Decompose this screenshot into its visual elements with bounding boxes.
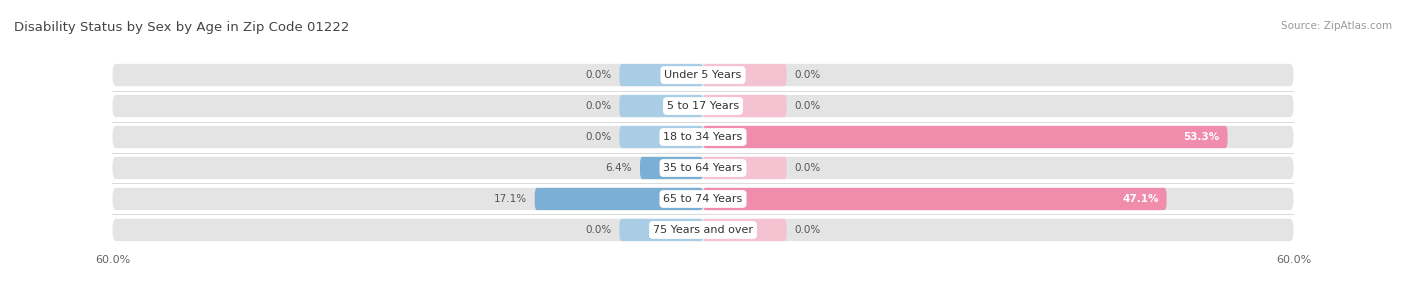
Text: 53.3%: 53.3% [1184, 132, 1219, 142]
Text: 0.0%: 0.0% [794, 101, 821, 111]
Text: 0.0%: 0.0% [794, 70, 821, 80]
FancyBboxPatch shape [620, 64, 703, 86]
Text: 75 Years and over: 75 Years and over [652, 225, 754, 235]
Text: 0.0%: 0.0% [585, 225, 612, 235]
FancyBboxPatch shape [620, 126, 703, 148]
Text: 5 to 17 Years: 5 to 17 Years [666, 101, 740, 111]
FancyBboxPatch shape [112, 126, 1294, 148]
Text: 0.0%: 0.0% [585, 132, 612, 142]
Text: 0.0%: 0.0% [585, 101, 612, 111]
Text: 17.1%: 17.1% [494, 194, 527, 204]
FancyBboxPatch shape [112, 188, 1294, 210]
FancyBboxPatch shape [703, 126, 1227, 148]
FancyBboxPatch shape [112, 95, 1294, 117]
FancyBboxPatch shape [703, 188, 1167, 210]
Text: 6.4%: 6.4% [606, 163, 633, 173]
FancyBboxPatch shape [620, 95, 703, 117]
Text: 35 to 64 Years: 35 to 64 Years [664, 163, 742, 173]
Text: 47.1%: 47.1% [1122, 194, 1159, 204]
Text: 0.0%: 0.0% [794, 225, 821, 235]
Text: 18 to 34 Years: 18 to 34 Years [664, 132, 742, 142]
Text: 0.0%: 0.0% [585, 70, 612, 80]
Text: Under 5 Years: Under 5 Years [665, 70, 741, 80]
FancyBboxPatch shape [112, 157, 1294, 179]
FancyBboxPatch shape [703, 157, 787, 179]
Text: Source: ZipAtlas.com: Source: ZipAtlas.com [1281, 21, 1392, 31]
Text: 65 to 74 Years: 65 to 74 Years [664, 194, 742, 204]
FancyBboxPatch shape [534, 188, 703, 210]
FancyBboxPatch shape [620, 219, 703, 241]
FancyBboxPatch shape [703, 64, 787, 86]
Text: Disability Status by Sex by Age in Zip Code 01222: Disability Status by Sex by Age in Zip C… [14, 21, 350, 34]
Text: 0.0%: 0.0% [794, 163, 821, 173]
FancyBboxPatch shape [640, 157, 703, 179]
FancyBboxPatch shape [703, 219, 787, 241]
FancyBboxPatch shape [112, 219, 1294, 241]
FancyBboxPatch shape [112, 64, 1294, 86]
FancyBboxPatch shape [703, 95, 787, 117]
